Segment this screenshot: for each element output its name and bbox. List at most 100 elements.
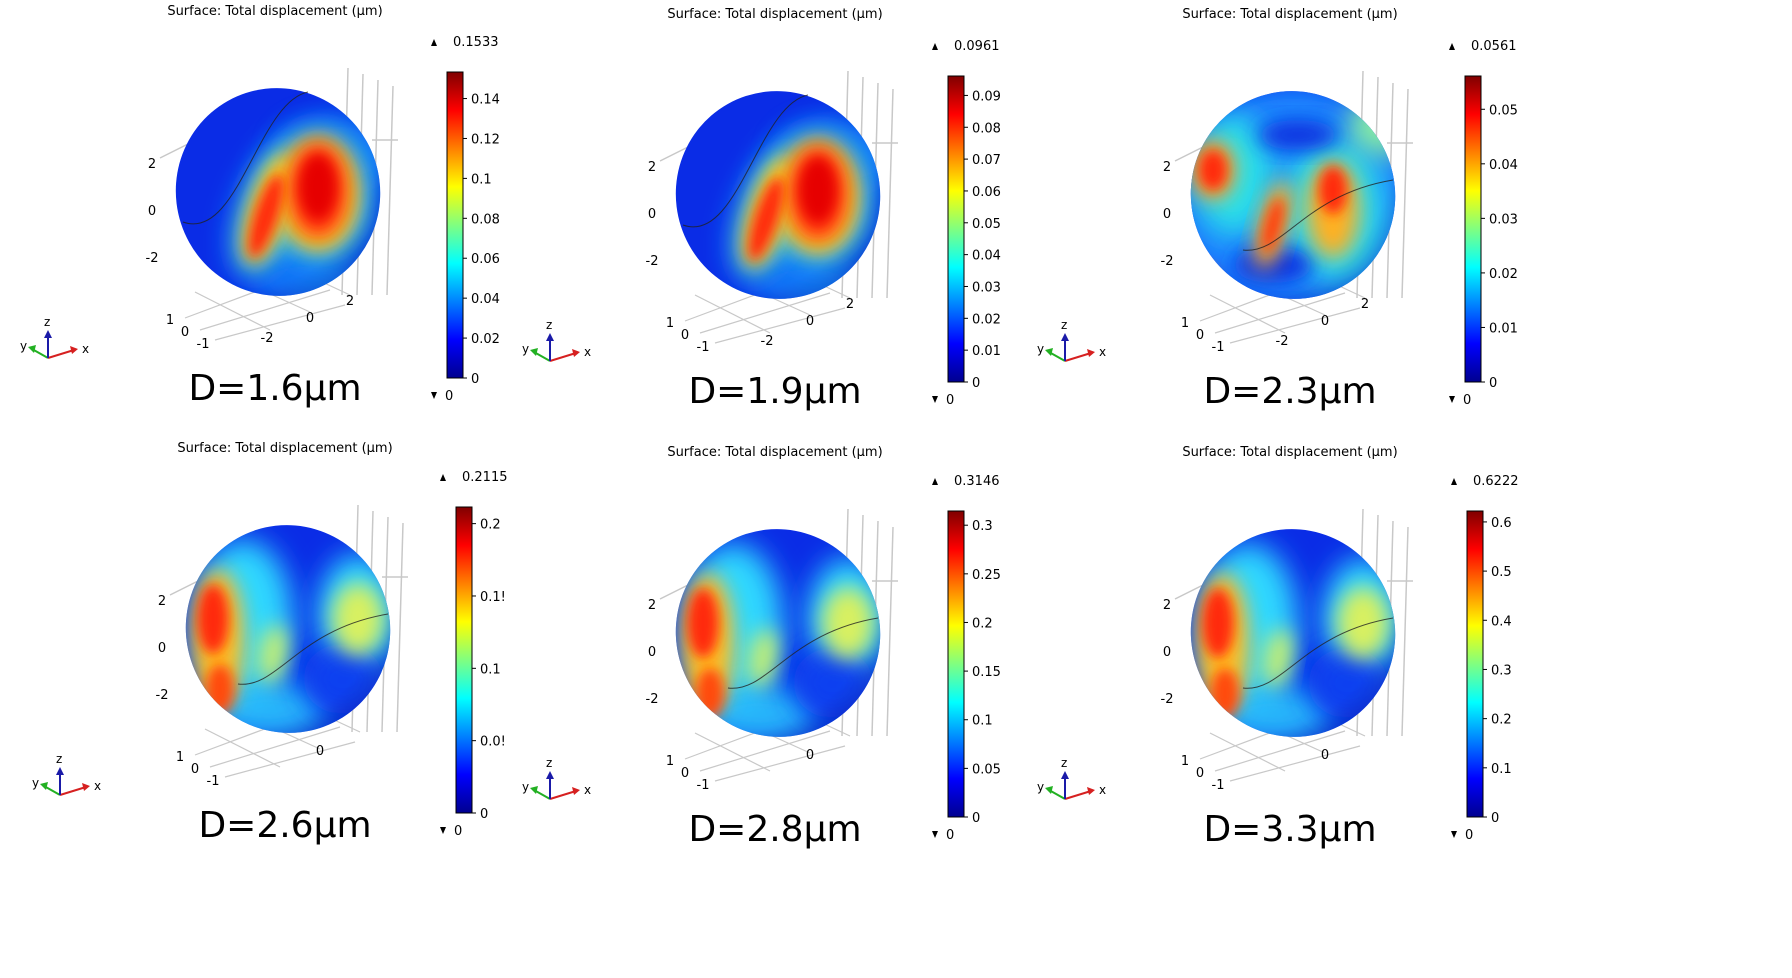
- grid-line: [1401, 88, 1409, 299]
- colorbar-tick-label: 0.1: [480, 662, 501, 677]
- grid-line: [886, 88, 894, 299]
- colorbar-gradient: [947, 75, 965, 383]
- axis-tick-label: 2: [1163, 598, 1171, 613]
- axis-tick-label: 1: [1181, 754, 1189, 769]
- y-axis-label: y: [522, 780, 529, 794]
- colorbar-tick-label: 0.04: [972, 249, 1001, 264]
- panel-title: Surface: Total displacement (µm): [667, 445, 882, 460]
- axis-tick-label: 0: [806, 748, 814, 763]
- colorbar-tick-label: 0.1: [471, 172, 492, 187]
- panel-label: D=2.8µm: [688, 809, 861, 850]
- colorbar-gradient: [446, 71, 464, 379]
- colorbar-tick-label: 0.14: [471, 93, 500, 108]
- axis-tick-label: 0: [648, 207, 656, 222]
- y-axis-label: y: [1037, 342, 1044, 356]
- axis-tick-label: 2: [148, 157, 156, 172]
- colorbar-tick-label: 0.01: [972, 344, 1001, 359]
- max-marker-icon: [932, 43, 938, 50]
- colorbar-tick-label: 0.01: [1489, 321, 1518, 336]
- grid-line: [214, 304, 346, 341]
- colorbar-tick-label: 0.2: [1491, 713, 1512, 728]
- z-arrowhead: [546, 771, 554, 779]
- axis-tick-label: -1: [697, 340, 710, 355]
- axis-tick-label: -1: [1212, 778, 1225, 793]
- min-marker-icon: [1449, 396, 1455, 403]
- max-marker-icon: [440, 474, 446, 481]
- min-marker-icon: [932, 396, 938, 403]
- axis-tick-label: 0: [1196, 766, 1204, 781]
- x-axis-label: x: [584, 345, 591, 359]
- colorbar-max-label: 0.1533: [453, 35, 499, 50]
- colorbar-tick-label: 0.02: [1489, 267, 1518, 282]
- colorbar-tick-label: 0.06: [972, 185, 1001, 200]
- axis-tick-label: 0: [181, 325, 189, 340]
- colorbar-gradient: [947, 510, 965, 818]
- panel-label: D=2.6µm: [198, 805, 371, 846]
- surface-shade: [158, 499, 418, 759]
- contour-line: [237, 613, 389, 685]
- x-axis-label: x: [1099, 345, 1106, 359]
- max-marker-icon: [1451, 478, 1457, 485]
- peak-lobe: [1179, 260, 1217, 290]
- y-arrow: [31, 348, 49, 359]
- colorbar-tick-label: 0.6: [1491, 516, 1512, 531]
- axis-triad-icon: x y z: [32, 752, 101, 796]
- grid-line: [699, 730, 831, 772]
- colorbar-tick-label: 0.04: [1489, 158, 1518, 173]
- displacement-surface: [148, 62, 408, 322]
- panel-label: D=1.9µm: [688, 371, 861, 412]
- x-arrow: [549, 790, 577, 800]
- axis-tick-label: 2: [846, 297, 854, 312]
- axis-tick-label: 2: [648, 598, 656, 613]
- min-marker-icon: [440, 827, 446, 834]
- panel-4: Surface: Total displacement (µm)20-210-1…: [32, 441, 508, 846]
- colorbar-max-label: 0.0961: [954, 39, 1000, 54]
- axis-tick-label: 0: [1163, 207, 1171, 222]
- grid-line: [1214, 292, 1346, 334]
- max-marker-icon: [932, 478, 938, 485]
- colorbar: 0.2115 0 0 0.0! 0.1 0.1! 0.2: [440, 470, 508, 839]
- grid-line: [204, 728, 281, 768]
- grid-line: [714, 745, 846, 782]
- colorbar-max-label: 0.6222: [1473, 474, 1519, 489]
- colorbar-tick-label: 0: [1489, 376, 1497, 391]
- colorbar-tick-label: 0.08: [471, 212, 500, 227]
- axis-tick-label: 0: [306, 311, 314, 326]
- colorbar-tick-label: 0: [480, 807, 488, 822]
- x-arrow: [47, 349, 75, 359]
- x-axis-label: x: [82, 342, 89, 356]
- colorbar-min-label: 0: [1465, 828, 1473, 843]
- min-marker-icon: [932, 831, 938, 838]
- displacement-surface: [648, 65, 908, 325]
- grid-line: [1229, 307, 1361, 344]
- axis-tick-label: 0: [191, 762, 199, 777]
- colorbar-tick-label: 0.2: [480, 518, 501, 533]
- contour-line: [727, 617, 879, 689]
- colorbar-tick-label: 0.09: [972, 89, 1001, 104]
- colorbar-tick-label: 0.1: [1491, 762, 1512, 777]
- colorbar-min-label: 0: [454, 824, 462, 839]
- colorbar-tick-label: 0.03: [972, 280, 1001, 295]
- colorbar-max-label: 0.2115: [462, 470, 508, 485]
- panel-title: Surface: Total displacement (µm): [1182, 7, 1397, 22]
- axis-tick-label: 1: [666, 754, 674, 769]
- x-arrowhead: [82, 783, 90, 791]
- grid-line: [1229, 745, 1361, 782]
- panel-title: Surface: Total displacement (µm): [167, 4, 382, 19]
- axis-tick-label: 2: [346, 294, 354, 309]
- contour-line: [1242, 617, 1394, 689]
- axis-tick-label: 0: [1321, 314, 1329, 329]
- y-arrowhead: [28, 345, 36, 353]
- colorbar-tick-label: 0.15: [972, 665, 1001, 680]
- axis-tick-label: -2: [646, 254, 659, 269]
- axis-tick-label: -2: [261, 331, 274, 346]
- colorbar-max-label: 0.3146: [954, 474, 1000, 489]
- axis-tick-label: -2: [146, 251, 159, 266]
- max-marker-icon: [1449, 43, 1455, 50]
- colorbar-tick-label: 0.25: [972, 568, 1001, 583]
- panel-2: Surface: Total displacement (µm)20-210-1…: [522, 7, 1001, 412]
- colorbar-tick-label: 0.05: [972, 762, 1001, 777]
- grid-line: [224, 741, 356, 778]
- axis-triad-icon: x y z: [1037, 318, 1106, 362]
